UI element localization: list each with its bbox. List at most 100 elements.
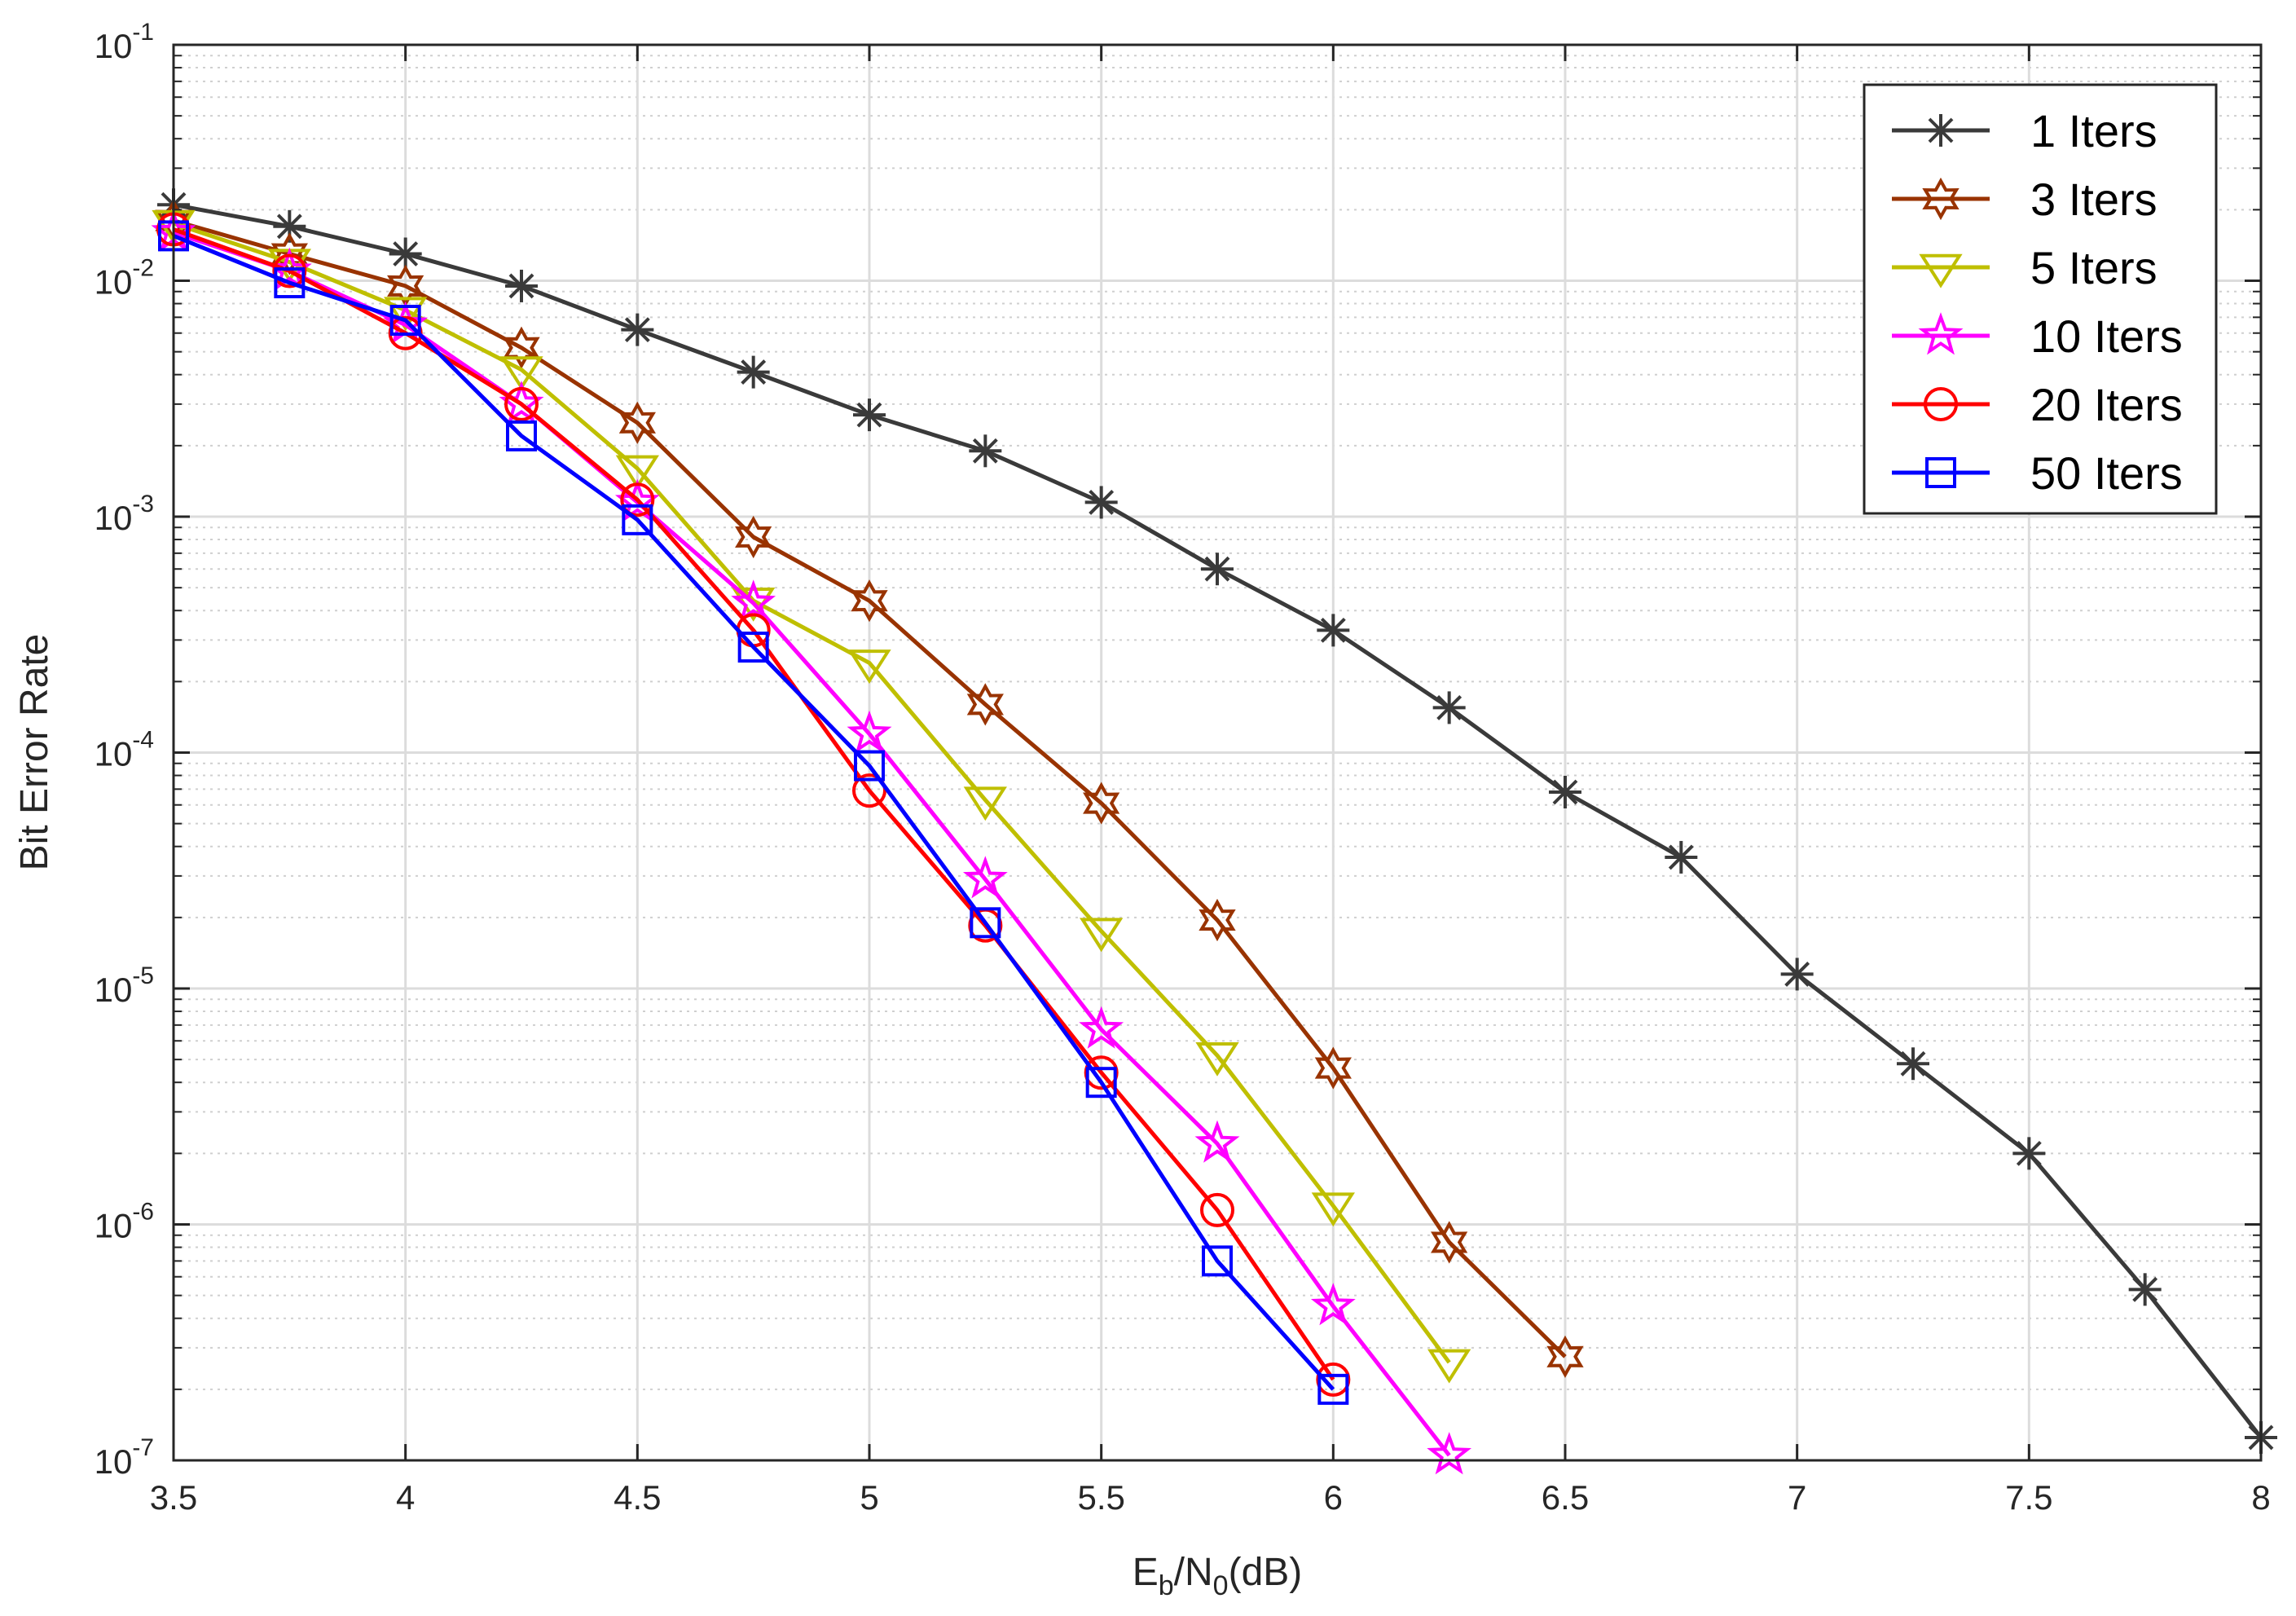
data-point-50-iters-part: [274, 267, 306, 299]
y-tick-base: 10: [95, 263, 133, 302]
data-point-1-iters: [389, 237, 422, 271]
y-tick-base: 10: [95, 971, 133, 1009]
data-point-1-iters-part: [1668, 844, 1694, 870]
legend-label-3-iters: 3 Iters: [2030, 174, 2157, 225]
data-point-5-iters: [1427, 1349, 1471, 1384]
y-tick-exp: -4: [132, 727, 154, 754]
data-point-10-iters: [1427, 1432, 1472, 1475]
x-tick-label: 8: [2251, 1478, 2270, 1517]
data-point-5-iters-part: [1427, 1349, 1471, 1384]
data-point-20-iters-part: [852, 773, 886, 808]
data-point-5-iters: [384, 297, 428, 332]
legend-label-10-iters: 10 Iters: [2030, 310, 2183, 362]
data-point-3-iters-part: [1431, 1221, 1468, 1264]
y-tick-base: 10: [95, 1207, 133, 1245]
data-point-3-iters: [735, 515, 772, 559]
y-tick-base: 10: [95, 27, 133, 65]
data-point-3-iters-part: [1199, 898, 1236, 942]
data-point-5-iters: [1195, 1041, 1239, 1077]
data-point-5-iters-part: [499, 356, 543, 391]
x-tick-label: 3.5: [150, 1478, 197, 1517]
legend-marker-1-iters: [1924, 114, 1957, 147]
series-line-3-iters: [173, 218, 1567, 1358]
data-point-1-iters-part: [276, 214, 302, 240]
data-point-50-iters-part: [1317, 1373, 1349, 1405]
data-point-20-iters: [504, 386, 539, 421]
data-point-1-iters: [853, 398, 886, 432]
data-point-3-iters-part: [735, 515, 772, 559]
data-point-50-iters: [506, 420, 537, 451]
data-point-3-iters: [1314, 1046, 1352, 1090]
data-point-1-iters-part: [2016, 1140, 2042, 1166]
data-point-10-iters: [614, 478, 660, 522]
data-point-50-iters: [1202, 1245, 1233, 1277]
data-point-10-iters: [1310, 1283, 1356, 1326]
y-tick-exp: -2: [132, 255, 154, 282]
data-point-3-iters: [851, 579, 888, 623]
data-point-1-iters: [1201, 553, 1234, 586]
y-tick-exp: -6: [132, 1199, 154, 1226]
data-point-5-iters-part: [963, 786, 1007, 821]
data-point-10-iters: [962, 856, 1008, 899]
data-point-50-iters: [1317, 1373, 1349, 1405]
data-point-5-iters: [847, 649, 891, 685]
data-point-10-iters: [1079, 1006, 1124, 1049]
x-tick-label: 6: [1324, 1478, 1343, 1517]
data-point-50-iters: [970, 907, 1001, 939]
legend-marker-3-iters-part: [1922, 177, 1960, 221]
legend-label-50-iters: 50 Iters: [2030, 447, 2183, 499]
data-point-1-iters-part: [1552, 779, 1578, 805]
data-point-3-iters-part: [503, 326, 540, 369]
series-layer: [151, 188, 2277, 1475]
data-point-50-iters-part: [737, 632, 769, 663]
data-point-10-iters-part: [1194, 1120, 1240, 1163]
x-tick-label: 7.5: [2005, 1478, 2052, 1517]
data-point-1-iters: [2128, 1273, 2162, 1306]
legend-marker-50-iters-part: [1925, 457, 1956, 488]
y-tick-base: 10: [95, 1442, 133, 1481]
y-axis-label: Bit Error Rate: [13, 634, 56, 871]
data-point-3-iters-part: [851, 579, 888, 623]
series-line-5-iters: [173, 221, 1451, 1364]
legend-label-20-iters: 20 Iters: [2030, 379, 2183, 430]
data-point-3-iters-part: [1314, 1046, 1352, 1090]
y-tick-label: 10-1: [95, 19, 154, 65]
y-tick-label: 10-5: [95, 962, 154, 1009]
x-axis-label-sub2: 0: [1213, 1570, 1229, 1601]
data-point-20-iters-part: [504, 386, 539, 421]
data-point-1-iters: [1549, 775, 1581, 808]
x-tick-label: 7: [1788, 1478, 1806, 1517]
y-tick-base: 10: [95, 735, 133, 773]
data-point-5-iters: [1311, 1192, 1355, 1227]
data-point-50-iters-part: [854, 750, 885, 782]
legend-label-5-iters: 5 Iters: [2030, 242, 2157, 293]
data-point-10-iters-part: [614, 478, 660, 522]
data-point-5-iters-part: [1311, 1192, 1355, 1227]
data-point-1-iters: [2012, 1137, 2046, 1170]
data-point-1-iters-part: [508, 273, 534, 299]
y-tick-exp: -3: [132, 491, 154, 517]
series-line-20-iters: [173, 227, 1335, 1381]
data-point-1-iters: [1780, 958, 1814, 991]
data-point-1-iters-part: [1204, 556, 1230, 582]
data-point-50-iters: [389, 304, 421, 336]
x-axis-label-sub1: b: [1159, 1570, 1174, 1601]
legend-label-1-iters: 1 Iters: [2030, 105, 2157, 156]
y-tick-label: 10-6: [95, 1199, 154, 1245]
data-point-1-iters-part: [393, 241, 419, 266]
data-point-1-iters: [737, 355, 770, 389]
data-point-3-iters: [1083, 782, 1120, 825]
data-point-50-iters: [854, 750, 885, 782]
data-point-3-iters: [618, 401, 656, 444]
data-point-50-iters-part: [970, 907, 1001, 939]
x-tick-label: 4.5: [614, 1478, 661, 1517]
data-point-5-iters: [1080, 918, 1124, 953]
y-tick-label: 10-2: [95, 255, 154, 302]
data-point-1-iters: [1084, 486, 1118, 519]
series-line-50-iters: [173, 234, 1335, 1391]
data-point-3-iters: [1199, 898, 1236, 942]
data-point-10-iters-part: [1427, 1432, 1472, 1475]
data-point-3-iters: [1431, 1221, 1468, 1264]
legend-marker-3-iters: [1922, 177, 1960, 221]
